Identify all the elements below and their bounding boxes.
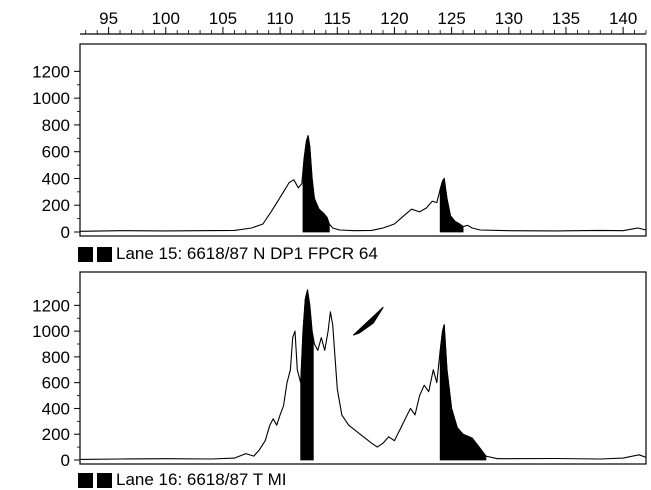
filled-peak (302, 135, 330, 233)
lane15-label-text: Lane 15: 6618/87 N DP1 FPCR 64 (116, 244, 378, 263)
y-tick-label: 1200 (32, 296, 70, 315)
y-tick-label: 200 (42, 425, 70, 444)
plot-frame (79, 43, 647, 237)
y-tick-label: 1200 (32, 62, 70, 81)
x-tick-label: 130 (495, 9, 523, 28)
y-tick-label: 1000 (32, 322, 70, 341)
y-tick-label: 0 (61, 451, 70, 470)
lane16-panel: 0 200 400 600 800 1000 1200 (32, 271, 647, 470)
legend-square-icon (97, 246, 112, 262)
x-tick-label: 105 (209, 9, 237, 28)
filled-peak (439, 324, 487, 461)
x-tick-label: 115 (324, 9, 351, 28)
y-tick-label: 1000 (32, 89, 70, 108)
y-tick-label: 800 (42, 348, 70, 367)
filled-peak (300, 289, 314, 461)
y-tick-label: 200 (42, 196, 70, 215)
x-tick-label: 135 (552, 9, 580, 28)
top-x-axis: 95 100 105 110 115 120 125 130 135 140 (80, 9, 647, 35)
x-tick-label: 125 (437, 9, 465, 28)
lane15-label: Lane 15: 6618/87 N DP1 FPCR 64 (78, 244, 378, 264)
x-tick-label: 100 (152, 9, 180, 28)
trace-line (79, 289, 647, 460)
legend-square-icon (97, 472, 112, 488)
x-tick-label: 110 (267, 9, 294, 28)
y-tick-label: 600 (42, 143, 70, 162)
x-tick-label: 140 (609, 9, 637, 28)
x-tick-label: 120 (380, 9, 408, 28)
x-tick-label: 95 (99, 9, 118, 28)
y-tick-label: 600 (42, 374, 70, 393)
plot-frame (79, 271, 647, 465)
y-tick-label: 400 (42, 169, 70, 188)
trace-line (79, 135, 647, 232)
lane15-panel: 0 200 400 600 800 1000 1200 (32, 43, 647, 242)
y-tick-label: 800 (42, 116, 70, 135)
y-tick-label: 0 (61, 223, 70, 242)
lane16-label-text: Lane 16: 6618/87 T MI (116, 470, 287, 489)
arrowhead-annotation (352, 306, 384, 336)
legend-square-icon (78, 246, 93, 262)
legend-square-icon (78, 472, 93, 488)
lane16-label: Lane 16: 6618/87 T MI (78, 470, 286, 490)
y-tick-label: 400 (42, 399, 70, 418)
